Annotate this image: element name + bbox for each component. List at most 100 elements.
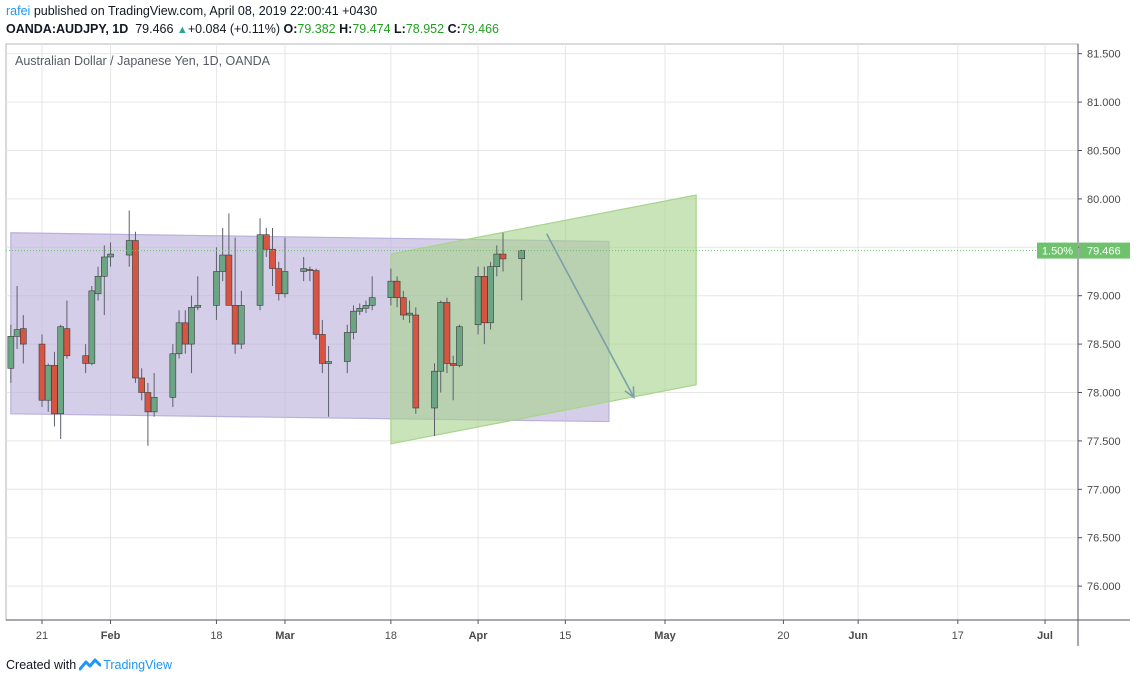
candle-body (306, 269, 314, 271)
candle[interactable] (493, 245, 501, 277)
candle-body (144, 392, 152, 413)
candle-body (194, 305, 202, 308)
candle[interactable] (312, 268, 320, 340)
candle[interactable] (88, 286, 96, 366)
candle[interactable] (94, 266, 102, 301)
candle[interactable] (431, 363, 438, 437)
author-link[interactable]: rafei (6, 4, 31, 18)
candle[interactable] (269, 227, 276, 287)
candle[interactable] (262, 227, 270, 257)
candle-body (225, 254, 233, 306)
y-tick-label: 76.500 (1087, 533, 1121, 545)
candle[interactable] (443, 297, 451, 374)
candle-body (493, 253, 501, 267)
candle-body (518, 250, 526, 260)
candle-body (51, 365, 58, 415)
candle[interactable] (188, 295, 195, 374)
y-tick-label: 77.000 (1087, 484, 1121, 496)
candle[interactable] (7, 324, 15, 383)
candle[interactable] (343, 324, 351, 374)
publish-info: rafei published on TradingView.com, Apri… (6, 4, 377, 18)
candle-body (406, 312, 413, 316)
candle[interactable] (107, 242, 114, 267)
candle[interactable] (213, 247, 220, 320)
price-change: +0.084 (+0.11%) (187, 22, 281, 36)
candle[interactable] (256, 218, 264, 311)
candle-body (7, 336, 15, 369)
candle[interactable] (474, 266, 482, 335)
candle-body (275, 268, 283, 295)
candle-body (38, 343, 46, 401)
candle-body (431, 370, 438, 409)
arrow-line (545, 233, 635, 398)
candle[interactable] (306, 266, 314, 282)
candle[interactable] (238, 290, 245, 349)
candle-body (300, 268, 307, 272)
candle[interactable] (499, 232, 507, 272)
tradingview-brand-link[interactable]: TradingView (103, 658, 172, 672)
channel-drawing[interactable] (390, 194, 697, 445)
candle[interactable] (325, 346, 332, 417)
candle-body (456, 326, 463, 366)
price-change-percent: 1.50% (1042, 246, 1073, 258)
candle[interactable] (406, 300, 413, 323)
y-tick-label: 81.500 (1087, 49, 1121, 61)
candle[interactable] (356, 303, 364, 316)
y-tick-label: 81.000 (1087, 97, 1121, 109)
arrow-drawing[interactable] (545, 233, 635, 399)
price-chart[interactable]: 81.50081.00080.50080.00079.50079.00078.5… (0, 0, 1136, 654)
candle-body (319, 334, 326, 364)
candle[interactable] (138, 368, 145, 401)
candle-body (412, 314, 420, 409)
y-tick-label: 76.000 (1087, 581, 1121, 593)
candle[interactable] (319, 319, 326, 374)
candle[interactable] (194, 276, 202, 311)
candle-body (181, 322, 189, 345)
candle[interactable] (169, 344, 177, 408)
up-triangle-icon: ▲ (176, 24, 188, 36)
candle-body (20, 328, 27, 345)
candle-body (219, 254, 226, 272)
candle-body (13, 329, 21, 337)
candle[interactable] (63, 300, 71, 359)
candle-body (107, 253, 114, 258)
last-price-badge (1079, 242, 1130, 259)
x-tick-label: Mar (275, 630, 295, 642)
candle-body (393, 280, 401, 298)
open-label: O: (283, 22, 298, 36)
candle-body (474, 276, 482, 326)
candle-body (387, 280, 395, 298)
candle-body (63, 328, 71, 357)
candle[interactable] (362, 300, 370, 314)
x-tick-label: 18 (210, 630, 222, 642)
candle[interactable] (350, 305, 357, 340)
candle[interactable] (412, 307, 420, 414)
candle[interactable] (150, 373, 158, 417)
candle[interactable] (487, 261, 494, 330)
candle[interactable] (393, 276, 401, 308)
price-change-badge (1037, 242, 1078, 259)
close-value: 79.466 (460, 22, 499, 36)
candle[interactable] (132, 231, 139, 383)
candle[interactable] (57, 324, 64, 439)
x-tick-label: 18 (385, 630, 397, 642)
candle[interactable] (281, 237, 289, 298)
y-tick-label: 78.000 (1087, 388, 1121, 400)
candle[interactable] (38, 334, 46, 408)
candle[interactable] (456, 324, 463, 368)
candle[interactable] (225, 213, 233, 306)
candle-body (325, 361, 332, 364)
candle-body (262, 234, 270, 250)
candle[interactable] (518, 249, 526, 301)
candle-body (281, 271, 289, 295)
x-tick-label: 17 (952, 630, 964, 642)
low-label: L: (394, 22, 406, 36)
y-tick-label: 80.500 (1087, 145, 1121, 157)
arrow-head (624, 386, 635, 399)
tradingview-logo-icon (79, 658, 102, 671)
candle[interactable] (20, 315, 27, 364)
candle[interactable] (368, 276, 376, 311)
candle[interactable] (400, 290, 407, 320)
candle[interactable] (101, 245, 108, 316)
candle-body (125, 240, 133, 256)
